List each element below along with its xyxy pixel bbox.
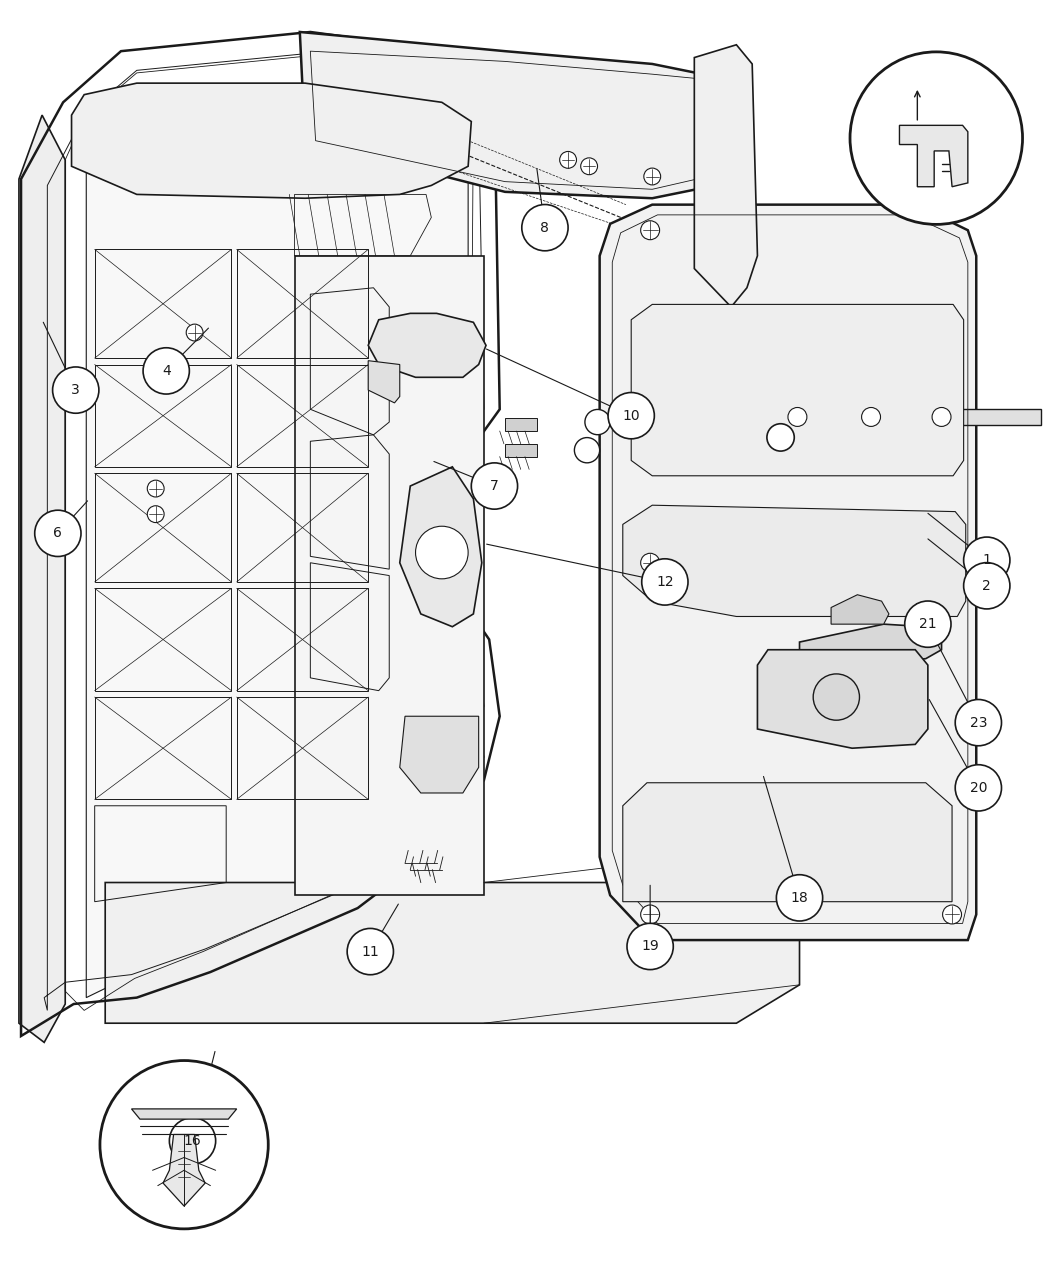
Text: 8: 8 bbox=[541, 221, 549, 234]
Circle shape bbox=[862, 408, 881, 426]
Polygon shape bbox=[757, 650, 928, 748]
Circle shape bbox=[35, 510, 81, 556]
Polygon shape bbox=[105, 883, 800, 1023]
Polygon shape bbox=[505, 418, 537, 431]
Text: 23: 23 bbox=[970, 716, 987, 729]
Circle shape bbox=[955, 700, 1002, 746]
Circle shape bbox=[147, 505, 164, 523]
Text: 4: 4 bbox=[162, 365, 170, 377]
Circle shape bbox=[767, 423, 794, 451]
Polygon shape bbox=[623, 783, 952, 902]
Text: 10: 10 bbox=[623, 409, 640, 422]
Polygon shape bbox=[368, 313, 486, 377]
Circle shape bbox=[644, 168, 661, 185]
Circle shape bbox=[641, 906, 660, 923]
Circle shape bbox=[186, 324, 203, 341]
Circle shape bbox=[905, 601, 951, 647]
Circle shape bbox=[788, 408, 807, 426]
Circle shape bbox=[471, 463, 518, 509]
Polygon shape bbox=[631, 304, 964, 476]
Polygon shape bbox=[800, 624, 942, 663]
Polygon shape bbox=[899, 125, 968, 187]
Circle shape bbox=[608, 393, 654, 439]
Circle shape bbox=[522, 205, 568, 251]
Circle shape bbox=[964, 563, 1010, 609]
Polygon shape bbox=[400, 716, 479, 793]
Text: 3: 3 bbox=[72, 384, 80, 396]
Text: 1: 1 bbox=[983, 554, 991, 567]
Circle shape bbox=[169, 1118, 216, 1164]
Polygon shape bbox=[19, 115, 65, 1042]
Text: 12: 12 bbox=[656, 576, 673, 588]
Circle shape bbox=[776, 875, 823, 921]
Text: 6: 6 bbox=[54, 527, 62, 540]
Circle shape bbox=[100, 1060, 268, 1229]
Circle shape bbox=[560, 151, 576, 169]
Text: 18: 18 bbox=[791, 891, 808, 904]
Circle shape bbox=[53, 367, 99, 413]
Circle shape bbox=[147, 480, 164, 498]
Polygon shape bbox=[400, 467, 482, 627]
Polygon shape bbox=[295, 256, 484, 895]
Circle shape bbox=[850, 52, 1023, 224]
Text: 11: 11 bbox=[362, 945, 379, 958]
Circle shape bbox=[585, 409, 610, 435]
Text: 20: 20 bbox=[970, 781, 987, 794]
Circle shape bbox=[932, 408, 951, 426]
Polygon shape bbox=[72, 83, 471, 198]
Circle shape bbox=[955, 765, 1002, 811]
Text: 21: 21 bbox=[919, 618, 936, 631]
Polygon shape bbox=[623, 505, 966, 616]
Circle shape bbox=[641, 221, 660, 239]
Polygon shape bbox=[86, 90, 484, 998]
Text: 19: 19 bbox=[642, 940, 659, 953]
Circle shape bbox=[964, 537, 1010, 583]
Polygon shape bbox=[300, 32, 726, 198]
Text: 7: 7 bbox=[490, 480, 499, 492]
Polygon shape bbox=[694, 45, 757, 307]
Circle shape bbox=[641, 554, 660, 572]
Circle shape bbox=[627, 923, 673, 969]
Polygon shape bbox=[163, 1134, 205, 1206]
Text: 2: 2 bbox=[983, 579, 991, 592]
Circle shape bbox=[574, 437, 600, 463]
Polygon shape bbox=[132, 1109, 237, 1119]
Polygon shape bbox=[368, 361, 400, 403]
Circle shape bbox=[642, 559, 688, 605]
Circle shape bbox=[347, 929, 393, 975]
Circle shape bbox=[581, 157, 598, 175]
Text: 16: 16 bbox=[184, 1134, 201, 1147]
Circle shape bbox=[416, 526, 468, 579]
Polygon shape bbox=[831, 595, 889, 624]
Polygon shape bbox=[600, 205, 976, 940]
Polygon shape bbox=[766, 409, 1041, 425]
Circle shape bbox=[143, 348, 189, 394]
Circle shape bbox=[813, 674, 859, 720]
Circle shape bbox=[943, 906, 962, 923]
Polygon shape bbox=[505, 444, 537, 457]
